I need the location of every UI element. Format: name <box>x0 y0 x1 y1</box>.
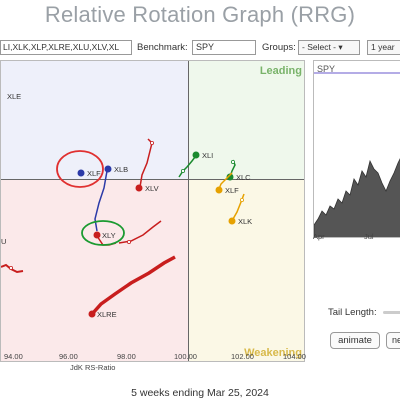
u-label: U <box>1 237 6 246</box>
price-chart-svg <box>314 72 400 237</box>
xlc-head <box>226 173 234 181</box>
xlk-head <box>228 217 236 225</box>
red-highlight-circle <box>56 150 104 188</box>
groups-select[interactable]: - Select - ▾ <box>298 40 360 55</box>
extra-button[interactable]: ne <box>386 332 400 349</box>
improving-quadrant <box>1 61 188 179</box>
animate-button[interactable]: animate <box>330 332 380 349</box>
price-x-label: Apr <box>313 232 325 241</box>
xlk-trail <box>232 193 245 220</box>
green-highlight-circle <box>81 220 125 246</box>
symbols-input[interactable]: LI,XLK,XLP,XLRE,XLU,XLV,XL <box>0 40 132 55</box>
xli-head <box>192 151 200 159</box>
center-vertical-line <box>188 61 189 361</box>
xlf-orange-head <box>215 186 223 194</box>
xlv-label: XLV <box>145 184 159 193</box>
x-axis-label: JdK RS-Ratio <box>70 363 116 372</box>
xlf-orange-trail <box>218 172 233 190</box>
lagging-quadrant <box>1 179 188 361</box>
xlc-label: XLC <box>236 173 251 182</box>
left-red-tail-point <box>8 265 13 270</box>
chevron-down-icon: ▾ <box>338 42 343 52</box>
xli-tail-point <box>180 169 185 174</box>
xli-trail <box>178 156 196 178</box>
x-tick: 100.00 <box>174 352 197 361</box>
groups-label: Groups: <box>262 42 296 53</box>
groups-select-value: - Select - <box>302 42 337 52</box>
xly-head <box>93 231 101 239</box>
leading-quadrant: Leading <box>188 61 304 179</box>
weakening-label: Weakening <box>244 347 302 359</box>
x-tick: 104.00 <box>283 352 306 361</box>
xlf-orange-label: XLF <box>225 186 239 195</box>
xlf-blue-label: XLF <box>87 169 101 178</box>
xlf-blue-head <box>77 169 85 177</box>
red-curve-trail <box>118 220 162 244</box>
xlv-head <box>135 184 143 192</box>
tail-length-slider[interactable] <box>383 311 400 314</box>
price-x-label: Jul <box>364 232 374 241</box>
xlb-label: XLB <box>114 165 128 174</box>
footer-date-range: 5 weeks ending Mar 25, 2024 <box>131 387 269 399</box>
xlre-label: XLRE <box>97 310 117 319</box>
benchmark-label: Benchmark: <box>137 42 188 53</box>
tail-length-label: Tail Length: <box>328 307 377 318</box>
xly-label: XLY <box>102 231 116 240</box>
xli-label: XLI <box>202 151 213 160</box>
xle-label: XLE <box>7 92 21 101</box>
xlk-tail-point <box>239 197 244 202</box>
page-title: Relative Rotation Graph (RRG) <box>44 2 356 27</box>
toolbar: LI,XLK,XLP,XLRE,XLU,XLV,XL Benchmark: SP… <box>0 40 400 56</box>
price-chart: SPY <box>313 60 400 238</box>
weakening-quadrant: Weakening <box>188 179 304 361</box>
x-tick: 102.00 <box>231 352 254 361</box>
benchmark-input[interactable]: SPY <box>192 40 256 55</box>
xlre-head <box>88 310 96 318</box>
period-select[interactable]: 1 year <box>367 40 400 55</box>
xlre-trail <box>91 255 176 315</box>
xlv-trail <box>139 138 153 188</box>
xlb-trail <box>94 170 108 232</box>
x-axis-ticks: 94.00 96.00 98.00 100.00 102.00 104.00 <box>0 352 306 364</box>
xlk-label: XLK <box>238 217 252 226</box>
leading-label: Leading <box>259 65 302 77</box>
price-chart-symbol: SPY <box>317 64 336 74</box>
rrg-chart[interactable]: Leading Weakening XLE XLI XLC XLF XLK XL <box>0 60 305 362</box>
x-tick: 94.00 <box>4 352 23 361</box>
center-horizontal-line <box>1 179 304 180</box>
rotation-trails: XLE XLI XLC XLF XLK XLV XLB XLF <box>1 92 252 319</box>
x-tick: 96.00 <box>59 352 78 361</box>
xlc-tail-point <box>230 160 235 165</box>
price-area <box>314 158 400 237</box>
x-tick: 98.00 <box>117 352 136 361</box>
red-curve-tail-point <box>127 239 132 244</box>
xlb-head <box>104 165 112 173</box>
xlv-tail-point <box>149 141 154 146</box>
